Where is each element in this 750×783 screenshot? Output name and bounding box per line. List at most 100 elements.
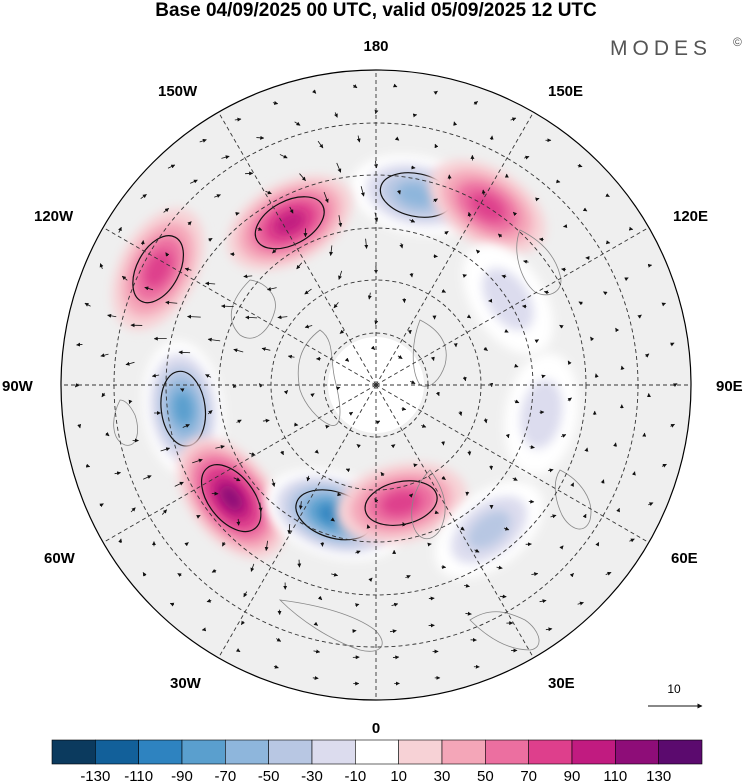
wind-arrow	[370, 345, 376, 350]
wind-arrow	[474, 548, 480, 553]
colorbar-tick-label: 30	[434, 768, 451, 783]
wind-arrow	[261, 347, 271, 352]
wind-arrow	[556, 179, 561, 184]
wind-arrow	[392, 655, 400, 660]
meridian-line	[375, 111, 534, 386]
wind-arrow	[234, 117, 242, 122]
wind-arrow	[503, 526, 510, 531]
wind-arrow	[314, 449, 319, 454]
wind-arrow	[184, 267, 192, 272]
meridian-line	[375, 384, 534, 659]
colorbar-swatch	[268, 739, 313, 765]
reference-vector-label: 10	[667, 682, 681, 696]
anomaly-contour-band	[220, 485, 243, 511]
wind-arrow	[296, 262, 303, 270]
wind-arrow	[118, 226, 122, 233]
wind-vectors	[74, 83, 678, 686]
wind-arrow	[264, 540, 269, 552]
graticule	[61, 70, 691, 700]
wind-arrow	[310, 393, 315, 398]
wind-arrow	[637, 314, 642, 319]
colorbar-swatch	[571, 739, 616, 765]
wind-arrow	[99, 263, 104, 270]
wind-arrow	[644, 353, 650, 358]
wind-arrow	[76, 342, 83, 347]
wind-arrow	[600, 479, 605, 484]
wind-arrow	[299, 173, 306, 181]
wind-arrow	[615, 327, 620, 333]
wind-arrow	[199, 138, 207, 143]
wind-arrow	[539, 599, 547, 604]
wind-arrow	[473, 101, 478, 106]
wind-arrow	[441, 564, 447, 569]
wind-arrow	[661, 302, 666, 307]
wind-arrow	[670, 423, 675, 428]
wind-arrow	[543, 290, 550, 295]
wind-arrow	[355, 550, 361, 555]
coastlines	[113, 229, 592, 652]
wind-arrow	[180, 388, 185, 393]
wind-arrow	[647, 263, 653, 268]
wind-arrow	[547, 468, 554, 473]
wind-arrow	[352, 84, 358, 89]
anomaly-contour-band	[173, 392, 194, 426]
wind-arrow	[275, 637, 282, 642]
wind-arrow	[169, 602, 175, 607]
wind-arrow	[277, 315, 288, 320]
lon-label-150e: 150E	[548, 83, 583, 100]
wind-arrow	[118, 538, 123, 543]
wind-arrow	[569, 573, 574, 578]
wind-arrow	[205, 281, 216, 286]
wind-arrow	[196, 515, 201, 519]
colorbar-tick-label: -70	[214, 768, 236, 783]
wind-arrow	[577, 601, 584, 606]
wind-arrow	[531, 572, 539, 577]
wind-arrow	[628, 226, 634, 231]
wind-arrow	[160, 447, 171, 452]
wind-arrow	[460, 526, 465, 531]
wind-arrow	[462, 376, 467, 382]
wind-arrow	[140, 194, 147, 199]
anomaly-contour-band	[274, 211, 306, 235]
colorbar-tick-label: -90	[171, 768, 193, 783]
wind-arrow	[143, 475, 152, 480]
wind-arrow	[161, 509, 168, 515]
anomaly-contour-band	[467, 510, 511, 549]
wind-arrow	[392, 83, 398, 88]
lon-label-90w: 90W	[2, 378, 34, 395]
wind-arrow	[489, 135, 494, 140]
wind-arrow	[360, 186, 365, 197]
wind-arrow	[409, 273, 414, 278]
wind-arrow	[304, 324, 313, 329]
colorbar-tick-label: 90	[564, 768, 581, 783]
wind-arrow	[616, 507, 620, 513]
colorbar-swatch	[485, 739, 529, 765]
wind-arrow	[258, 502, 263, 512]
colorbar-tick-label: -50	[258, 768, 280, 783]
wind-arrow	[294, 422, 299, 427]
wind-arrow	[107, 313, 117, 318]
wind-arrow	[233, 348, 244, 353]
wind-arrow	[356, 444, 361, 449]
wind-arrow	[529, 445, 535, 449]
wind-arrow	[298, 501, 303, 510]
wind-arrow	[605, 571, 612, 576]
wind-arrow	[541, 374, 546, 379]
wind-arrow	[243, 274, 253, 279]
wind-arrow	[304, 288, 312, 295]
wind-arrow	[245, 315, 258, 320]
wind-arrow	[329, 245, 334, 256]
alaska-positive	[227, 175, 353, 270]
wind-arrow	[74, 383, 80, 388]
wind-arrow	[121, 275, 128, 281]
wind-arrow	[522, 304, 527, 309]
wind-arrow	[125, 361, 135, 366]
wind-arrow	[390, 444, 396, 449]
meridian-line	[102, 384, 377, 543]
wind-arrow	[233, 477, 241, 482]
wind-arrow	[413, 463, 418, 468]
colorbar-tick-label: -30	[301, 768, 323, 783]
wind-arrow	[85, 463, 91, 468]
wind-arrow	[211, 568, 217, 573]
colorbar-swatch	[398, 739, 443, 765]
